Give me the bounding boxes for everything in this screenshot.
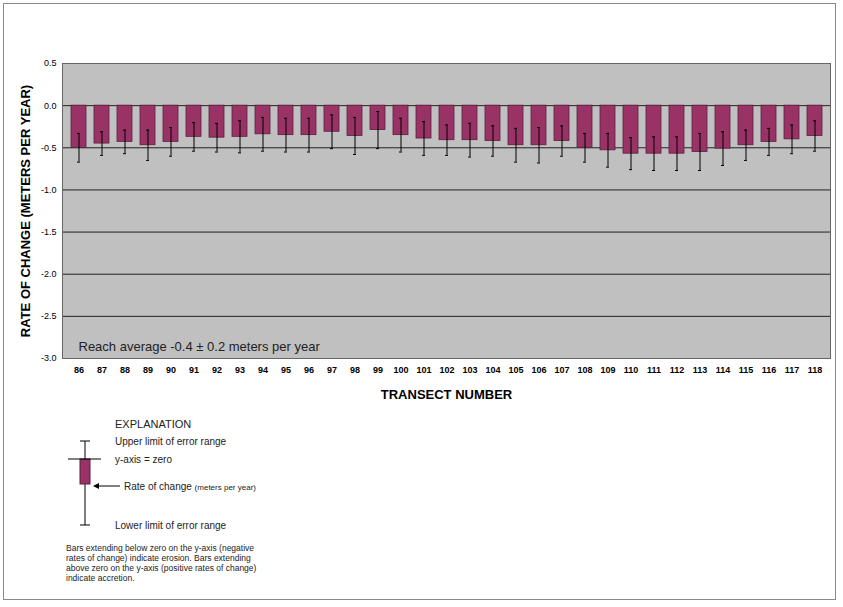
- svg-text:y-axis = zero: y-axis = zero: [115, 454, 172, 465]
- svg-text:92: 92: [212, 365, 222, 375]
- svg-text:-0.5: -0.5: [41, 143, 57, 153]
- svg-text:90: 90: [166, 365, 176, 375]
- svg-text:86: 86: [74, 365, 84, 375]
- svg-text:0.0: 0.0: [44, 101, 57, 111]
- svg-text:RATE OF CHANGE (METERS PER YEA: RATE OF CHANGE (METERS PER YEAR): [18, 85, 33, 337]
- svg-text:93: 93: [235, 365, 245, 375]
- svg-text:110: 110: [624, 365, 639, 375]
- svg-text:100: 100: [393, 365, 408, 375]
- svg-text:112: 112: [670, 365, 685, 375]
- svg-text:Upper limit of error range: Upper limit of error range: [115, 436, 227, 447]
- svg-text:101: 101: [416, 365, 431, 375]
- svg-text:-1.0: -1.0: [41, 185, 57, 195]
- svg-text:95: 95: [281, 365, 291, 375]
- svg-text:Lower limit of error range: Lower limit of error range: [115, 520, 227, 531]
- svg-text:109: 109: [600, 365, 615, 375]
- svg-text:98: 98: [350, 365, 360, 375]
- svg-text:Bars extending below zero on t: Bars extending below zero on the y-axis …: [66, 543, 257, 583]
- svg-text:118: 118: [808, 365, 823, 375]
- svg-text:-3.0: -3.0: [41, 353, 57, 363]
- svg-text:103: 103: [462, 365, 477, 375]
- svg-text:102: 102: [439, 365, 454, 375]
- svg-text:EXPLANATION: EXPLANATION: [115, 418, 191, 430]
- svg-text:0.5: 0.5: [44, 58, 57, 68]
- svg-text:97: 97: [327, 365, 337, 375]
- svg-text:96: 96: [304, 365, 314, 375]
- svg-text:117: 117: [785, 365, 800, 375]
- svg-text:111: 111: [647, 365, 661, 375]
- svg-text:99: 99: [373, 365, 383, 375]
- svg-text:87: 87: [97, 365, 107, 375]
- svg-text:107: 107: [554, 365, 569, 375]
- svg-text:88: 88: [120, 365, 130, 375]
- svg-text:94: 94: [258, 365, 268, 375]
- svg-text:-2.5: -2.5: [41, 311, 57, 321]
- svg-text:105: 105: [508, 365, 523, 375]
- svg-text:89: 89: [143, 365, 153, 375]
- svg-text:113: 113: [693, 365, 708, 375]
- svg-text:104: 104: [485, 365, 500, 375]
- svg-text:91: 91: [189, 365, 199, 375]
- svg-text:-2.0: -2.0: [41, 269, 57, 279]
- svg-text:115: 115: [739, 365, 754, 375]
- svg-text:108: 108: [577, 365, 592, 375]
- svg-text:Reach average -0.4 ± 0.2 meter: Reach average -0.4 ± 0.2 meters per year: [79, 339, 321, 354]
- svg-text:114: 114: [716, 365, 731, 375]
- svg-text:TRANSECT NUMBER: TRANSECT NUMBER: [381, 387, 513, 402]
- svg-text:-1.5: -1.5: [41, 227, 57, 237]
- svg-text:Rate of change (meters per yea: Rate of change (meters per year): [124, 481, 256, 492]
- svg-text:116: 116: [762, 365, 777, 375]
- svg-text:106: 106: [531, 365, 546, 375]
